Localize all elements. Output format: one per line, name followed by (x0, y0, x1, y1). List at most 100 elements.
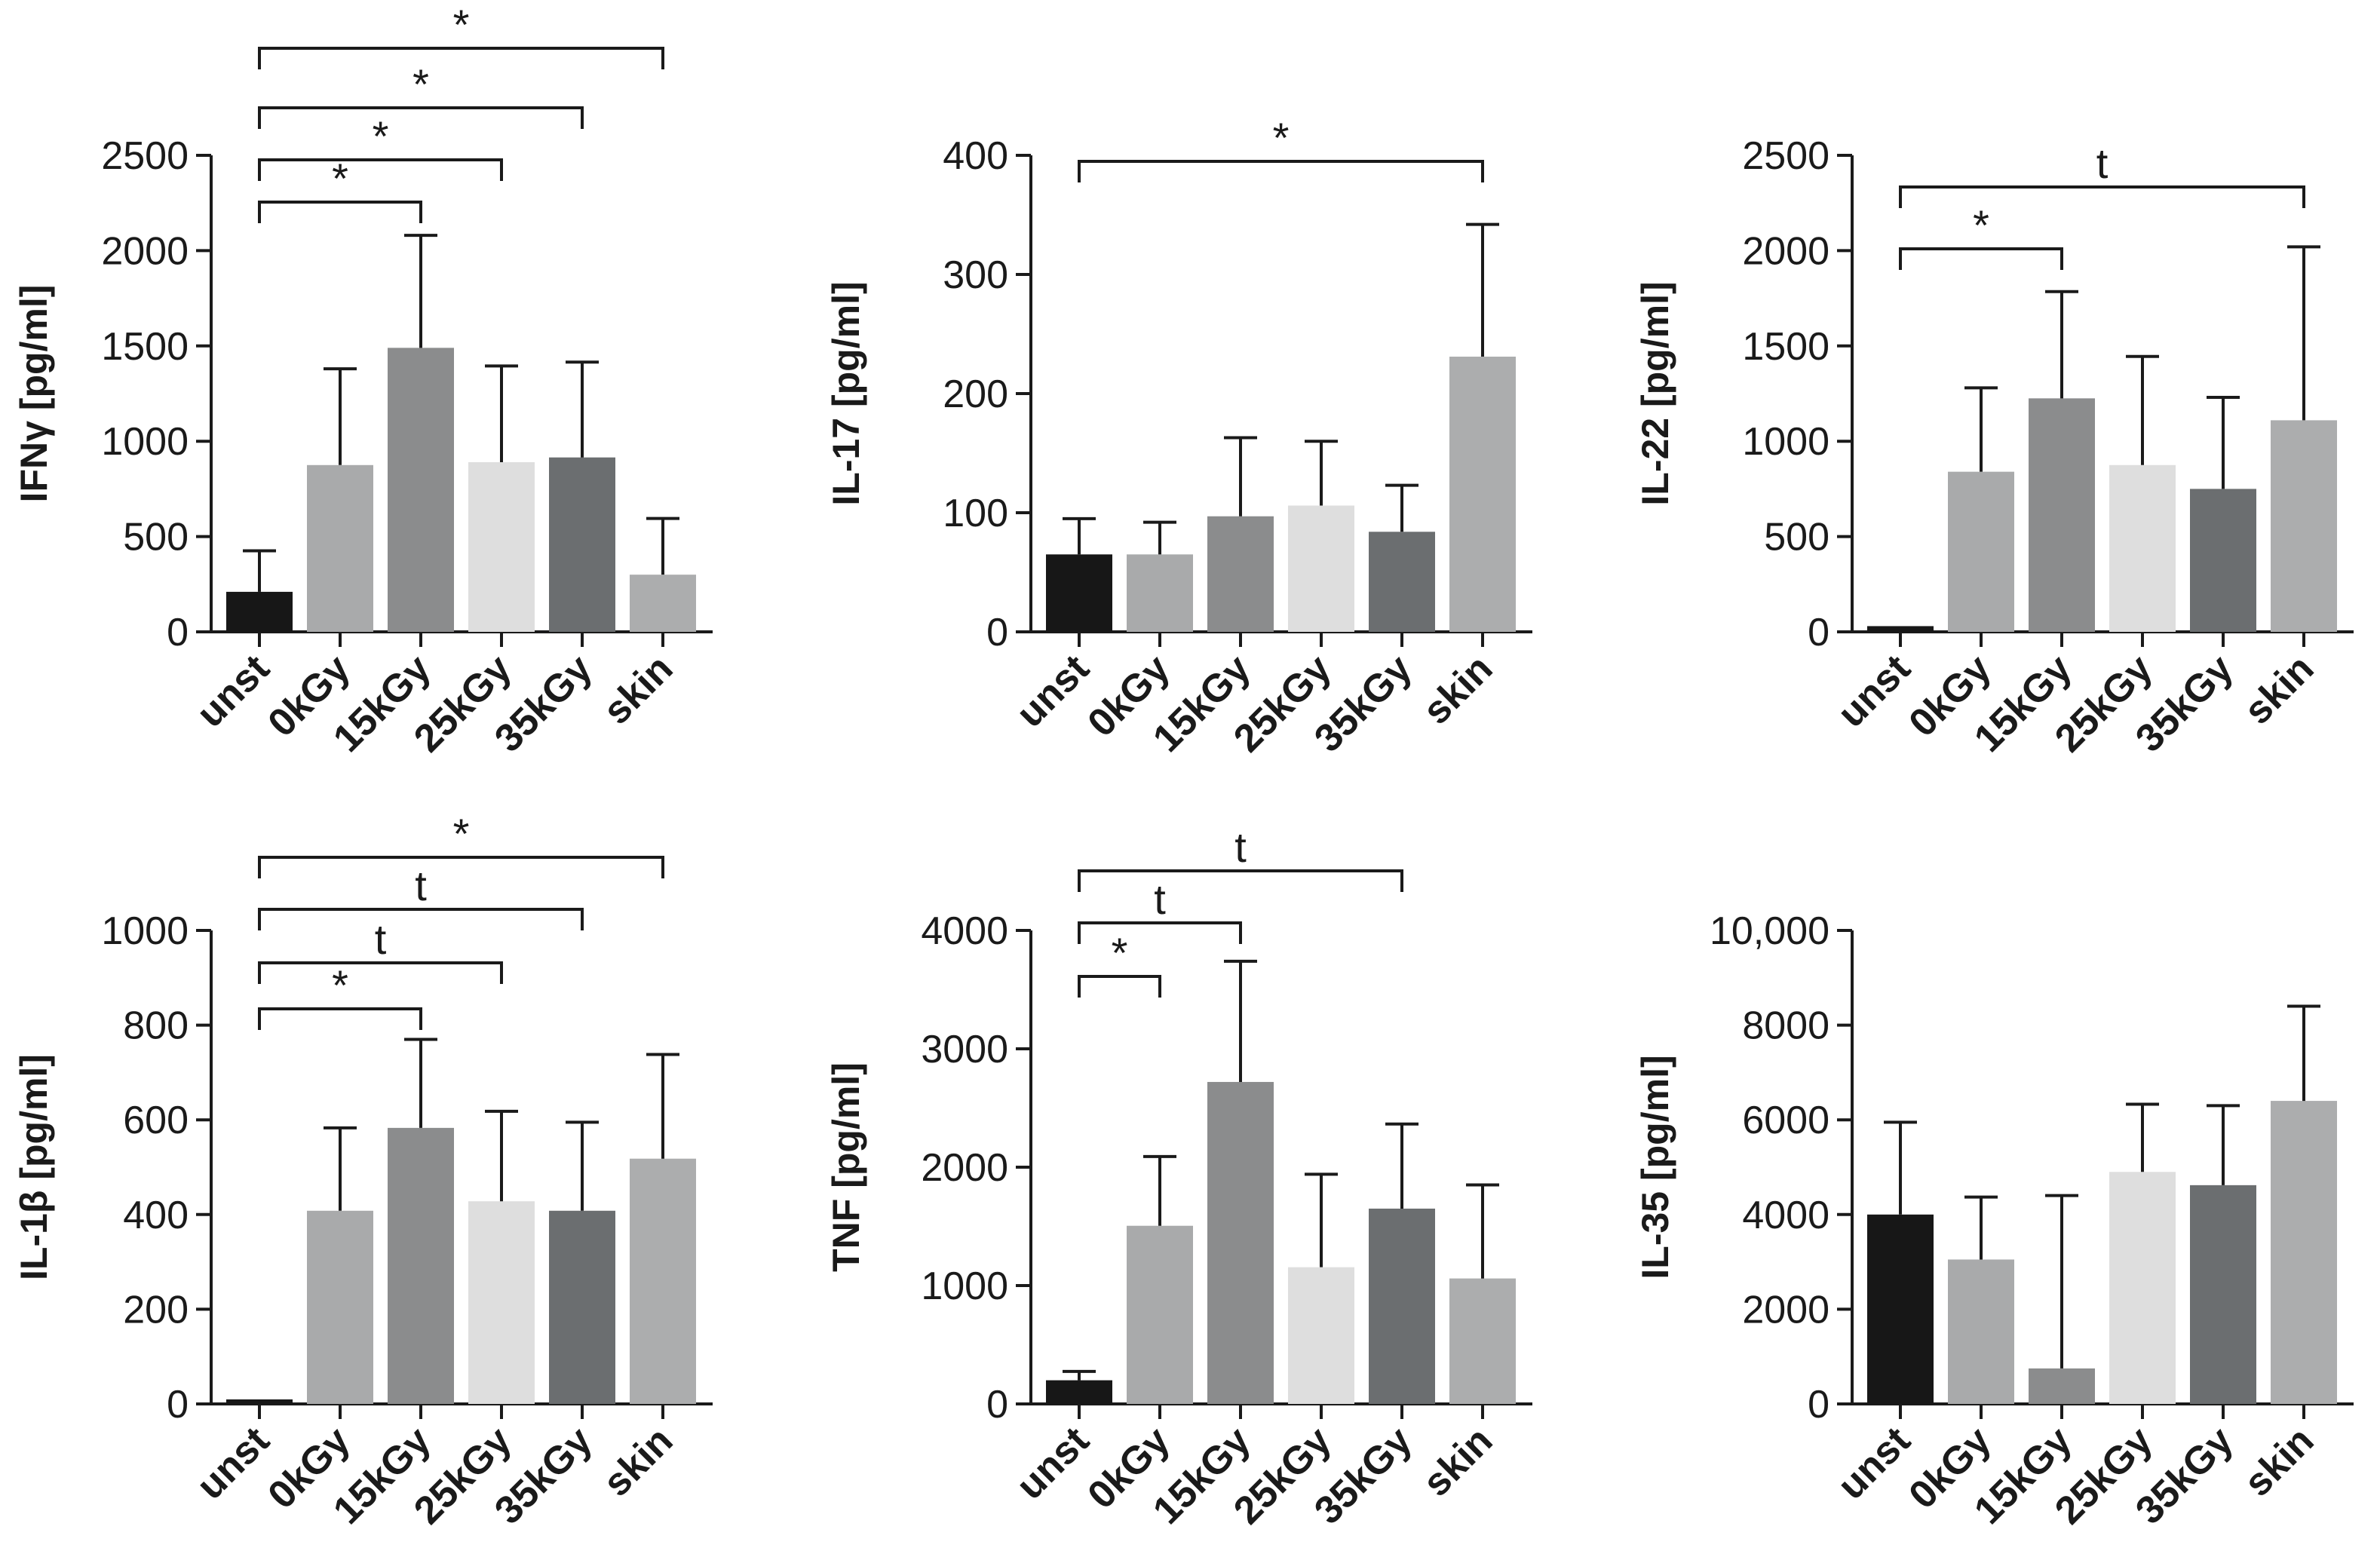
bar-15kgy (2029, 1368, 2095, 1404)
y-tick-label: 400 (123, 1194, 189, 1237)
x-tick-label-unst: unst (189, 646, 278, 736)
bar-25kgy (2109, 1172, 2176, 1404)
y-tick-label: 1000 (921, 1264, 1008, 1308)
significance-bracket (1078, 975, 1161, 998)
bar-0kgy (1127, 554, 1193, 632)
bar-skin (1449, 1278, 1516, 1404)
significance-label: * (453, 810, 470, 857)
x-tick-label-unst: unst (1008, 1418, 1098, 1508)
y-axis-title: IL-17 [pg/ml] (825, 281, 867, 505)
significance-label: t (1154, 875, 1166, 923)
x-tick-label-unst: unst (189, 1418, 278, 1508)
y-tick-label: 0 (167, 611, 189, 654)
x-tick-label-skin: skin (1415, 646, 1501, 733)
bar-0kgy (1948, 471, 2014, 632)
y-tick-label: 2000 (1742, 229, 1829, 273)
y-tick-label: 2500 (101, 134, 189, 178)
x-tick-label-skin: skin (595, 646, 682, 733)
bar-35kgy (2190, 1185, 2256, 1404)
significance-bracket (258, 856, 664, 878)
bar-25kgy (2109, 464, 2176, 632)
significance-label: t (415, 862, 427, 909)
significance-label: * (413, 60, 429, 108)
y-tick-label: 200 (943, 372, 1008, 416)
y-tick-label: 300 (943, 253, 1008, 297)
y-tick-label: 1000 (1742, 420, 1829, 464)
bar-skin (2271, 1101, 2337, 1404)
significance-label: * (1112, 929, 1128, 976)
y-tick-label: 1000 (101, 909, 189, 953)
bar-0kgy (307, 1210, 373, 1404)
y-tick-label: 500 (123, 516, 189, 559)
bar-skin (630, 1158, 696, 1404)
significance-bracket (258, 961, 503, 984)
significance-bracket (1078, 869, 1403, 892)
chart-panel-bottom-right: 0 2000 4000 6000 8000 10,000 IL-35 [pg/ml] unst… (1634, 909, 2354, 1533)
y-axis-title: IL-35 [pg/ml] (1634, 1055, 1676, 1279)
bar-35kgy (2190, 489, 2256, 632)
significance-label: * (1973, 201, 1989, 249)
significance-bracket (258, 1007, 422, 1030)
significance-label: * (373, 112, 389, 160)
y-tick-label: 2000 (921, 1146, 1008, 1190)
y-tick-label: 0 (1808, 1383, 1829, 1427)
significance-bracket (258, 201, 422, 223)
y-tick-label: 2000 (101, 229, 189, 273)
bar-35kgy (549, 457, 615, 632)
bar-unst (1046, 1380, 1112, 1404)
bar-15kgy (388, 348, 454, 632)
bar-35kgy (549, 1210, 615, 1404)
bar-25kgy (1288, 505, 1354, 632)
bar-unst (1867, 1214, 1934, 1404)
y-tick-label: 2000 (1742, 1288, 1829, 1332)
y-axis-title: IL-22 [pg/ml] (1634, 281, 1676, 505)
x-tick-label-unst: unst (1829, 646, 1919, 736)
significance-label: t (1234, 823, 1247, 871)
y-tick-label: 100 (943, 492, 1008, 535)
bar-skin (2271, 420, 2337, 632)
y-tick-label: 0 (986, 1383, 1008, 1427)
y-tick-label: 2500 (1742, 134, 1829, 178)
x-tick-label-skin: skin (595, 1418, 682, 1505)
x-tick-label-skin: skin (2236, 1418, 2323, 1505)
significance-bracket (258, 908, 584, 930)
y-tick-label: 800 (123, 1004, 189, 1048)
significance-bracket (1078, 921, 1242, 944)
x-tick-label-skin: skin (2236, 646, 2323, 733)
bar-0kgy (1127, 1225, 1193, 1404)
y-tick-label: 400 (943, 134, 1008, 178)
y-tick-label: 0 (1808, 611, 1829, 654)
bar-15kgy (1207, 516, 1274, 632)
y-tick-label: 500 (1764, 516, 1829, 559)
bar-15kgy (388, 1127, 454, 1404)
y-tick-label: 8000 (1742, 1004, 1829, 1048)
bar-25kgy (1288, 1267, 1354, 1404)
significance-bracket (258, 47, 664, 69)
y-axis-title: IFNγ [pg/ml] (13, 285, 55, 503)
x-tick-label-unst: unst (1008, 646, 1098, 736)
bar-unst (1046, 554, 1112, 632)
y-tick-label: 0 (167, 1383, 189, 1427)
significance-bracket (1078, 160, 1484, 182)
y-tick-label: 1500 (1742, 325, 1829, 369)
y-tick-label: 200 (123, 1288, 189, 1332)
significance-label: * (332, 155, 348, 202)
x-tick-label-skin: skin (1415, 1418, 1501, 1505)
significance-label: * (332, 961, 348, 1009)
significance-label: * (1273, 114, 1290, 161)
y-tick-label: 600 (123, 1099, 189, 1142)
bar-15kgy (1207, 1081, 1274, 1404)
bar-skin (630, 575, 696, 632)
bar-0kgy (1948, 1259, 2014, 1404)
x-tick-label-unst: unst (1829, 1418, 1919, 1508)
bar-35kgy (1369, 532, 1435, 632)
bar-0kgy (307, 464, 373, 632)
significance-label: * (453, 1, 470, 48)
significance-bracket (1899, 185, 2305, 208)
bar-25kgy (468, 1201, 535, 1404)
